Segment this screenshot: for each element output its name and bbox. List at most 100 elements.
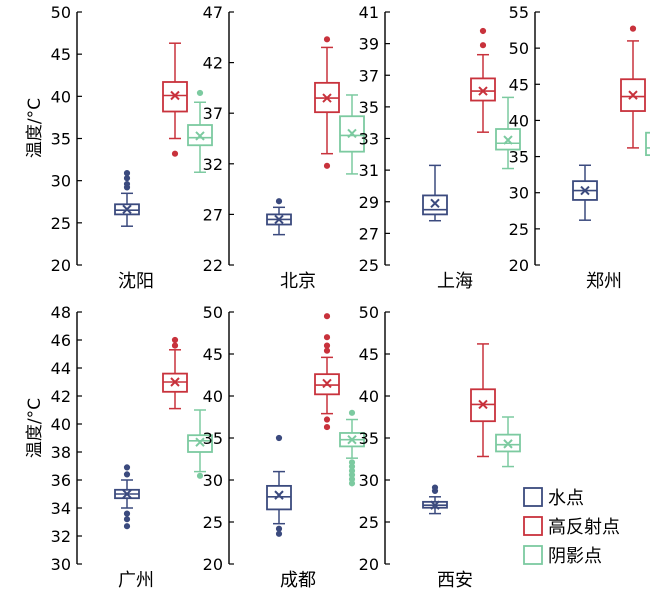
outlier-point (196, 89, 204, 97)
y-tick-label: 25 (203, 513, 223, 532)
y-tick-label: 40 (359, 387, 379, 406)
mean-marker (170, 90, 180, 101)
y-tick-label: 25 (359, 256, 379, 275)
outlier-point (123, 516, 131, 523)
mean-marker (195, 437, 205, 447)
y-tick-label: 30 (51, 555, 71, 574)
y-tick-label: 40 (203, 387, 223, 406)
y-axis-label-row-1: 温度/°C (25, 98, 45, 158)
y-tick-label: 50 (509, 39, 529, 58)
outlier-point (171, 342, 179, 349)
legend-item-shadow: 阴影点 (523, 545, 602, 567)
mean-marker (347, 434, 357, 445)
box-water (266, 198, 292, 236)
outlier-point (323, 416, 331, 423)
outlier-point (323, 423, 331, 431)
outlier-point (275, 198, 283, 205)
mean-marker (503, 135, 513, 145)
box-iqr (422, 194, 448, 216)
box-shadow (339, 94, 365, 175)
y-tick-label: 47 (203, 3, 223, 22)
mean-marker (503, 439, 513, 449)
box-iqr (645, 131, 650, 157)
y-tick-label: 45 (203, 345, 223, 364)
y-tick-label: 46 (51, 331, 71, 350)
legend-label: 高反射点 (548, 517, 620, 538)
y-tick-label: 20 (509, 256, 529, 275)
panel-3: 25 27 29 31 33 35 37 39 41 上海 (359, 3, 521, 292)
mean-marker (322, 378, 332, 389)
y-tick-label: 35 (359, 98, 379, 117)
box-water (266, 434, 292, 537)
legend-item-water: 水点 (523, 487, 584, 509)
box-shadow (495, 96, 521, 170)
outlier-point (123, 471, 131, 478)
outlier-point (629, 25, 637, 32)
outlier-point (275, 530, 283, 537)
outlier-point (123, 510, 131, 517)
panel-4: 20 25 30 35 40 45 50 55 郑州 (509, 3, 650, 292)
outlier-point (323, 313, 331, 320)
y-tick-label: 29 (359, 193, 379, 212)
y-tick-label: 30 (51, 172, 71, 191)
y-tick-label: 36 (51, 471, 71, 490)
panel-7: 20 25 30 35 40 45 50 西安 (359, 303, 521, 591)
city-label: 西安 (437, 570, 473, 588)
box-water (114, 464, 140, 530)
panel-6: 20 25 30 35 40 45 50 成都 (203, 303, 365, 591)
outlier-point (275, 434, 283, 442)
box-shadow (339, 409, 365, 487)
y-tick-label: 50 (203, 303, 223, 322)
y-tick-label: 31 (359, 161, 379, 180)
box-high (470, 343, 496, 458)
outlier-point (348, 409, 356, 416)
y-tick-label: 45 (51, 45, 71, 64)
outlier-point (431, 484, 439, 491)
box-shadow (495, 416, 521, 468)
y-tick-label: 35 (509, 148, 529, 167)
box-high (162, 336, 188, 410)
mean-marker (347, 128, 357, 139)
y-axis-label-row-2: 温度/°C (25, 398, 45, 458)
y-tick-label: 40 (509, 111, 529, 130)
mean-marker (430, 500, 440, 510)
y-tick-label: 20 (203, 555, 223, 574)
outlier-point (275, 525, 283, 532)
panel-2: 22 27 32 37 42 47 北京 (203, 3, 365, 292)
legend-label: 水点 (548, 488, 584, 509)
y-tick-label: 34 (51, 499, 71, 518)
y-tick-label: 42 (203, 54, 223, 73)
city-label: 广州 (118, 570, 154, 588)
mean-marker (274, 490, 284, 500)
mean-marker (628, 90, 638, 100)
legend-swatch (523, 487, 543, 507)
y-tick-label: 33 (359, 130, 379, 149)
y-tick-label: 55 (509, 3, 529, 22)
box-iqr (470, 388, 496, 423)
y-tick-label: 32 (51, 527, 71, 546)
box-shadow (645, 131, 650, 157)
outlier-point (196, 472, 204, 479)
outlier-point (323, 347, 331, 354)
city-label: 成都 (280, 570, 316, 588)
outlier-point (123, 523, 131, 530)
mean-marker (430, 198, 440, 209)
legend-swatch (523, 545, 543, 565)
outlier-point (479, 42, 487, 49)
mean-marker (170, 377, 180, 387)
y-tick-label: 20 (359, 555, 379, 574)
mean-marker (478, 86, 488, 96)
panel-5: 30 32 34 36 38 40 42 44 46 48 广州 (51, 303, 213, 591)
box-shadow (187, 409, 213, 479)
box-high (470, 27, 496, 133)
outlier-point (123, 169, 131, 177)
y-tick-label: 22 (203, 256, 223, 275)
y-tick-label: 40 (51, 415, 71, 434)
y-tick-label: 30 (509, 184, 529, 203)
y-tick-label: 44 (51, 359, 71, 378)
outlier-point (171, 336, 179, 344)
outlier-point (323, 36, 331, 43)
